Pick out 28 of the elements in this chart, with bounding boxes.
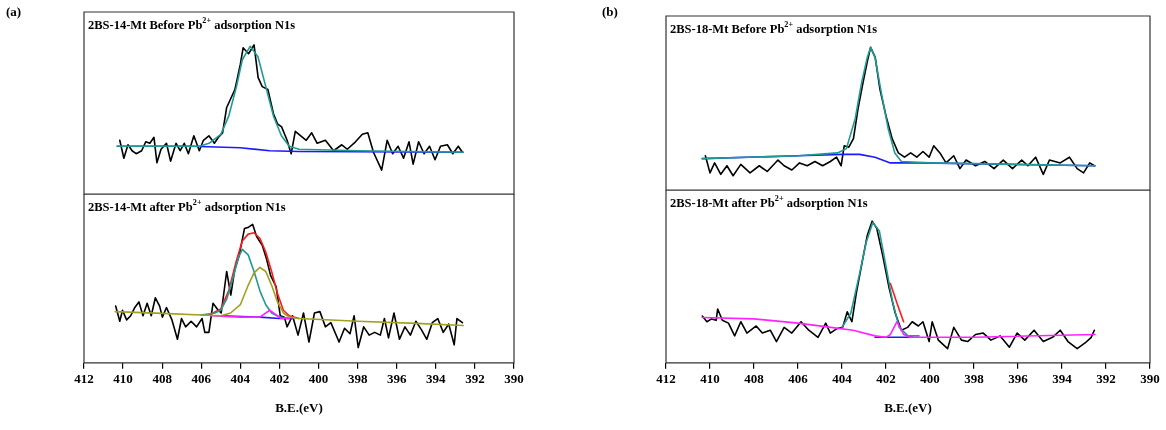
x-tick-label: 392 — [465, 370, 485, 386]
x-tick-label: 402 — [876, 370, 896, 386]
x-tick-label: 410 — [113, 370, 133, 386]
x-tick-label: 394 — [426, 370, 447, 386]
x-tick-label: 402 — [269, 370, 290, 386]
text: (a) — [6, 4, 22, 19]
x-tick-label: 390 — [504, 370, 524, 386]
x-tick-label: 408 — [152, 370, 173, 386]
x-tick-label: 396 — [1008, 370, 1029, 386]
x-axis-title: B.E.(eV) — [275, 399, 323, 415]
x-tick-label: 406 — [788, 370, 809, 386]
x-axis-title: B.E.(eV) — [884, 399, 932, 415]
x-tick-label: 392 — [1096, 370, 1116, 386]
x-tick-label: 412 — [656, 370, 676, 386]
x-tick-label: 404 — [230, 370, 251, 386]
x-tick-label: 398 — [347, 370, 368, 386]
x-tick-label: 410 — [700, 370, 720, 386]
x-tick-label: 412 — [74, 370, 94, 386]
x-tick-label: 398 — [964, 370, 985, 386]
x-tick-label: 394 — [1052, 370, 1073, 386]
text: (b) — [602, 4, 618, 19]
x-tick-label: 396 — [386, 370, 407, 386]
x-tick-label: 400 — [920, 370, 940, 386]
x-tick-label: 400 — [308, 370, 329, 386]
x-tick-label: 408 — [744, 370, 765, 386]
x-tick-label: 390 — [1140, 370, 1160, 386]
x-tick-label: 404 — [832, 370, 853, 386]
x-tick-label: 406 — [191, 370, 212, 386]
